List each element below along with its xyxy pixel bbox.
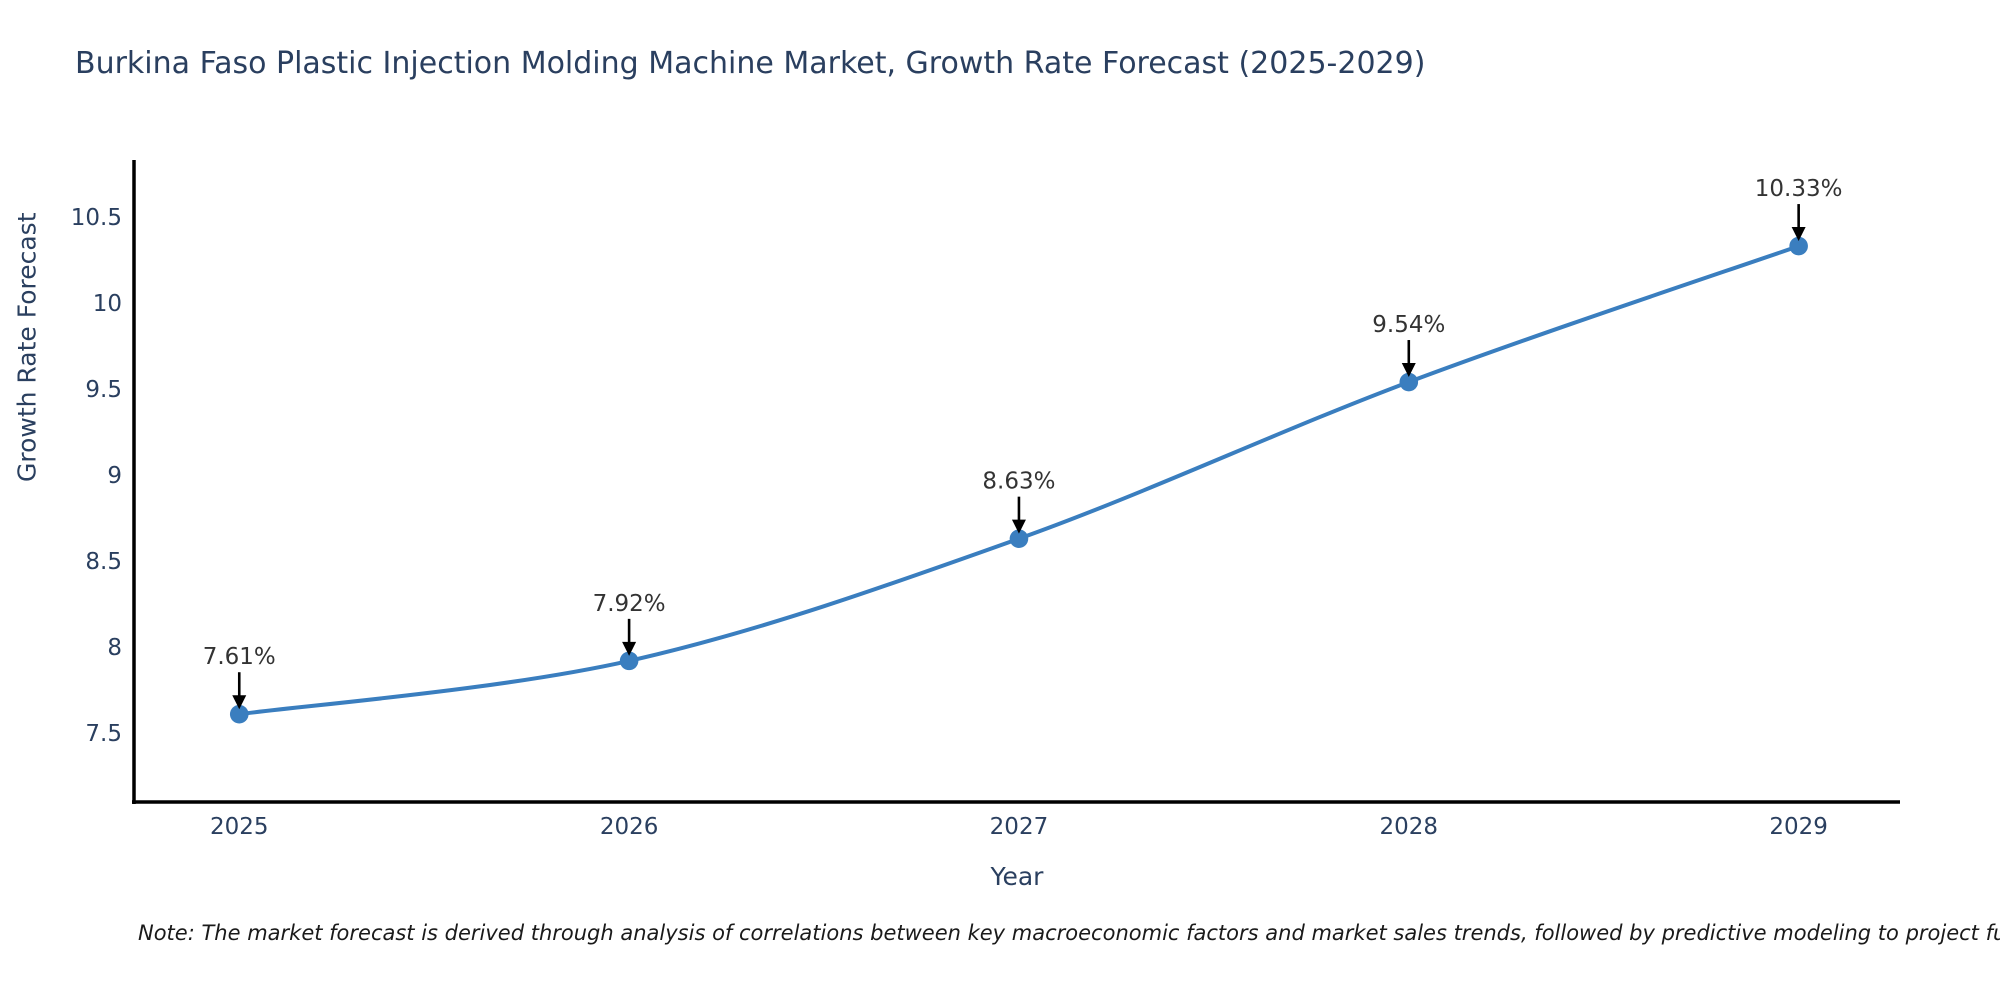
- data-point-label: 10.33%: [1755, 176, 1843, 202]
- data-point-marker: [619, 651, 639, 671]
- x-tick-label: 2025: [210, 814, 269, 840]
- y-tick-label: 9: [107, 463, 122, 489]
- annotation-arrow-head: [1401, 363, 1416, 378]
- annotation-arrow-head: [232, 695, 247, 710]
- y-tick-label: 8.5: [85, 549, 122, 575]
- data-point-label: 9.54%: [1372, 312, 1445, 338]
- data-point-marker: [1399, 372, 1419, 392]
- data-point-label: 8.63%: [982, 469, 1055, 495]
- annotation-arrow-head: [622, 641, 637, 656]
- x-tick-label: 2027: [990, 814, 1049, 840]
- annotation-arrow-head: [1011, 519, 1026, 534]
- footnote: Note: The market forecast is derived thr…: [138, 921, 2000, 945]
- x-tick-label: 2028: [1380, 814, 1439, 840]
- y-tick-label: 7.5: [85, 721, 122, 747]
- data-point-marker: [1009, 529, 1029, 548]
- y-tick-label: 10.5: [71, 205, 122, 231]
- y-tick-label: 8: [107, 635, 122, 661]
- data-point-marker: [1789, 236, 1808, 256]
- y-tick-label: 9.5: [85, 377, 122, 403]
- data-point-label: 7.92%: [593, 591, 666, 617]
- data-point-marker: [229, 704, 249, 724]
- x-tick-label: 2029: [1769, 814, 1828, 840]
- y-tick-label: 10: [93, 291, 122, 317]
- chart-title: Burkina Faso Plastic Injection Molding M…: [75, 46, 1426, 81]
- x-axis-title: Year: [990, 862, 1044, 891]
- x-tick-label: 2026: [600, 814, 659, 840]
- annotation-arrow-head: [1791, 227, 1806, 242]
- data-point-label: 7.61%: [203, 644, 276, 670]
